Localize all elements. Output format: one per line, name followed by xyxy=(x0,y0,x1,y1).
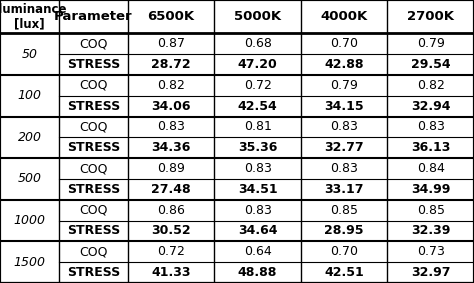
Text: STRESS: STRESS xyxy=(67,100,120,113)
Text: STRESS: STRESS xyxy=(67,266,120,279)
Text: STRESS: STRESS xyxy=(67,58,120,71)
Text: 42.88: 42.88 xyxy=(324,58,364,71)
Text: 5000K: 5000K xyxy=(234,10,281,23)
Text: 0.70: 0.70 xyxy=(330,245,358,258)
Text: 0.72: 0.72 xyxy=(157,245,185,258)
Text: 0.81: 0.81 xyxy=(244,121,272,134)
Text: 28.72: 28.72 xyxy=(151,58,191,71)
Text: 32.39: 32.39 xyxy=(411,224,450,237)
Text: 0.79: 0.79 xyxy=(330,79,358,92)
Text: 32.97: 32.97 xyxy=(411,266,450,279)
Text: 41.33: 41.33 xyxy=(151,266,191,279)
Text: 2700K: 2700K xyxy=(407,10,454,23)
Text: 0.68: 0.68 xyxy=(244,37,272,50)
Text: 50: 50 xyxy=(21,48,37,61)
Text: 34.36: 34.36 xyxy=(151,141,191,154)
Text: 4000K: 4000K xyxy=(320,10,368,23)
Text: 0.86: 0.86 xyxy=(157,204,185,217)
Text: 34.06: 34.06 xyxy=(151,100,191,113)
Text: 36.13: 36.13 xyxy=(411,141,450,154)
Text: COQ: COQ xyxy=(79,121,108,134)
Text: 0.82: 0.82 xyxy=(417,79,445,92)
Text: 34.99: 34.99 xyxy=(411,183,450,196)
Text: 34.64: 34.64 xyxy=(238,224,277,237)
Text: 48.88: 48.88 xyxy=(238,266,277,279)
Text: 28.95: 28.95 xyxy=(324,224,364,237)
Text: 1000: 1000 xyxy=(14,214,46,227)
Text: 35.36: 35.36 xyxy=(238,141,277,154)
Text: 33.17: 33.17 xyxy=(324,183,364,196)
Text: 34.51: 34.51 xyxy=(238,183,277,196)
Text: 0.83: 0.83 xyxy=(244,204,272,217)
Text: 0.87: 0.87 xyxy=(157,37,185,50)
Text: 0.85: 0.85 xyxy=(330,204,358,217)
Text: 0.64: 0.64 xyxy=(244,245,272,258)
Text: 0.79: 0.79 xyxy=(417,37,445,50)
Text: 47.20: 47.20 xyxy=(237,58,277,71)
Text: 42.51: 42.51 xyxy=(324,266,364,279)
Text: 0.83: 0.83 xyxy=(330,121,358,134)
Text: 0.72: 0.72 xyxy=(244,79,272,92)
Text: 0.89: 0.89 xyxy=(157,162,185,175)
Text: STRESS: STRESS xyxy=(67,141,120,154)
Text: 30.52: 30.52 xyxy=(151,224,191,237)
Text: 0.84: 0.84 xyxy=(417,162,445,175)
Text: COQ: COQ xyxy=(79,162,108,175)
Text: 34.15: 34.15 xyxy=(324,100,364,113)
Text: Illuminance
[lux]: Illuminance [lux] xyxy=(0,3,68,31)
Text: 29.54: 29.54 xyxy=(411,58,450,71)
Text: 0.83: 0.83 xyxy=(244,162,272,175)
Text: Parameter: Parameter xyxy=(54,10,133,23)
Text: 0.83: 0.83 xyxy=(157,121,185,134)
Text: COQ: COQ xyxy=(79,245,108,258)
Text: 0.83: 0.83 xyxy=(417,121,445,134)
Text: 27.48: 27.48 xyxy=(151,183,191,196)
Text: 0.83: 0.83 xyxy=(330,162,358,175)
Text: 0.85: 0.85 xyxy=(417,204,445,217)
Text: 1500: 1500 xyxy=(14,256,46,269)
Text: COQ: COQ xyxy=(79,204,108,217)
Text: STRESS: STRESS xyxy=(67,224,120,237)
Text: 32.94: 32.94 xyxy=(411,100,450,113)
Text: 100: 100 xyxy=(18,89,42,102)
Text: 0.70: 0.70 xyxy=(330,37,358,50)
Text: 6500K: 6500K xyxy=(147,10,194,23)
Text: STRESS: STRESS xyxy=(67,183,120,196)
Text: COQ: COQ xyxy=(79,37,108,50)
Text: 42.54: 42.54 xyxy=(237,100,277,113)
Text: 200: 200 xyxy=(18,131,42,144)
Text: 0.73: 0.73 xyxy=(417,245,445,258)
Text: 500: 500 xyxy=(18,173,42,185)
Text: 32.77: 32.77 xyxy=(324,141,364,154)
Text: COQ: COQ xyxy=(79,79,108,92)
Text: 0.82: 0.82 xyxy=(157,79,185,92)
